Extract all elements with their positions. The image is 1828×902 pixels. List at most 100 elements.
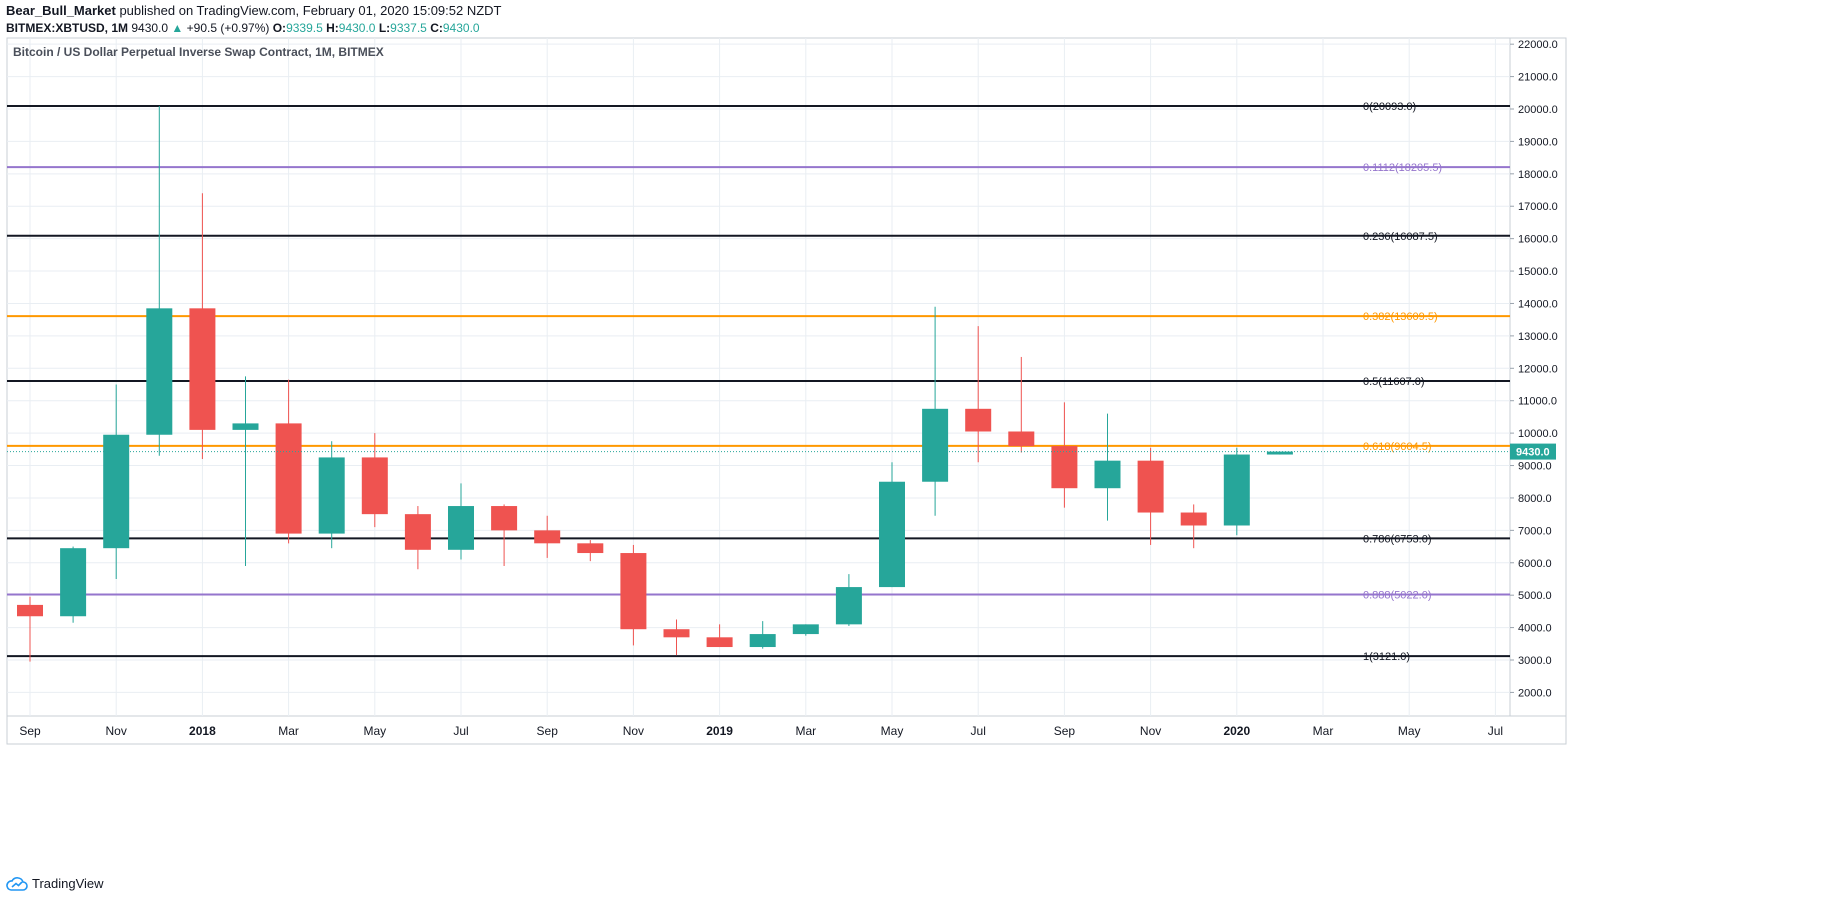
y-tick-label: 22000.0 — [1518, 39, 1558, 51]
fib-label: 1(3121.0) — [1363, 651, 1410, 663]
y-tick-label: 16000.0 — [1518, 234, 1558, 246]
y-tick-label: 17000.0 — [1518, 201, 1558, 213]
x-tick-label: Mar — [795, 724, 816, 738]
fib-label: 0.236(16087.5) — [1363, 231, 1438, 243]
last-price-label: 9430.0 — [1516, 447, 1550, 459]
candle-body — [60, 548, 87, 617]
candle-body — [922, 408, 949, 482]
y-tick-label: 15000.0 — [1518, 266, 1558, 278]
chart-title: Bitcoin / US Dollar Perpetual Inverse Sw… — [13, 45, 384, 59]
y-tick-label: 13000.0 — [1518, 331, 1558, 343]
x-tick-label: Sep — [537, 724, 559, 738]
candle-body — [1051, 446, 1078, 489]
x-tick-label: Jul — [971, 724, 986, 738]
high-label: H: — [326, 21, 339, 35]
symbol-label: BITMEX:XBTUSD, 1M — [6, 21, 129, 35]
publish-info: Bear_Bull_Market published on TradingVie… — [6, 3, 502, 18]
plot-area — [6, 37, 1511, 717]
author-name[interactable]: Bear_Bull_Market — [6, 3, 116, 18]
candle-body — [1008, 431, 1035, 447]
candle-body — [577, 543, 604, 554]
candle-body — [1137, 460, 1164, 513]
candle-body — [232, 423, 259, 430]
fib-label: 0.786(6753.0) — [1363, 533, 1432, 545]
y-tick-label: 7000.0 — [1518, 525, 1552, 537]
x-tick-label: Sep — [19, 724, 41, 738]
x-tick-label: May — [881, 724, 904, 738]
x-tick-label: Mar — [1313, 724, 1334, 738]
x-tick-label: 2019 — [706, 724, 733, 738]
x-tick-label: 2020 — [1223, 724, 1250, 738]
x-tick-label: Nov — [106, 724, 127, 738]
y-tick-label: 14000.0 — [1518, 298, 1558, 310]
candle-body — [146, 308, 173, 435]
y-tick-label: 3000.0 — [1518, 655, 1552, 667]
candle-body — [17, 604, 43, 617]
y-tick-label: 9000.0 — [1518, 461, 1552, 473]
candle-body — [491, 506, 518, 531]
fib-label: 0.382(13609.5) — [1363, 311, 1438, 323]
fib-label: 0.5(11607.0) — [1363, 376, 1425, 388]
candle-body — [1094, 460, 1121, 489]
fib-label: 0(20093.0) — [1363, 101, 1416, 113]
low-value: 9337.5 — [390, 21, 427, 35]
candle-body — [1223, 454, 1250, 526]
candle-body — [965, 408, 992, 432]
open-label: O: — [272, 21, 287, 35]
candle-body — [189, 308, 216, 430]
x-tick-label: Mar — [278, 724, 299, 738]
x-tick-label: Jul — [1488, 724, 1503, 738]
candle-body — [361, 457, 388, 515]
y-tick-label: 5000.0 — [1518, 590, 1552, 602]
candle-body — [448, 506, 474, 550]
y-tick-label: 19000.0 — [1518, 136, 1558, 148]
candle-body — [879, 481, 905, 588]
candle-body — [749, 634, 776, 648]
candle-body — [1180, 512, 1207, 526]
y-tick-label: 10000.0 — [1518, 428, 1558, 440]
published-text: published on TradingView.com, February 0… — [119, 3, 502, 18]
change-value: +90.5 (+0.97%) — [186, 21, 270, 35]
fib-label: 0.888(5022.0) — [1363, 589, 1432, 601]
y-tick-label: 12000.0 — [1518, 363, 1558, 375]
change-arrow-icon: ▲ — [171, 21, 184, 35]
fib-label: 0.618(9604.5) — [1363, 441, 1432, 453]
candle-body — [663, 629, 690, 638]
low-label: L: — [378, 21, 391, 35]
last-price: 9430.0 — [131, 21, 169, 35]
candle-body — [318, 457, 345, 534]
footer-brand[interactable]: TradingView — [6, 876, 104, 891]
last-price-badge — [1510, 443, 1556, 460]
price-axis — [1509, 37, 1567, 717]
candle-body — [404, 514, 431, 550]
y-tick-label: 18000.0 — [1518, 169, 1558, 181]
candle-body — [620, 553, 647, 630]
x-tick-label: Jul — [453, 724, 468, 738]
y-tick-label: 21000.0 — [1518, 72, 1558, 84]
candle-body — [792, 624, 819, 635]
candle-body — [534, 530, 561, 544]
x-tick-label: May — [1398, 724, 1421, 738]
brand-name: TradingView — [32, 876, 104, 891]
x-tick-label: May — [363, 724, 386, 738]
fib-label: 0.1112(18205.5) — [1363, 162, 1442, 174]
x-tick-label: Nov — [623, 724, 644, 738]
high-value: 9430.0 — [338, 21, 376, 35]
candle-body — [275, 423, 302, 534]
time-axis — [6, 715, 1567, 745]
candle-body — [103, 434, 130, 549]
close-label: C: — [430, 21, 443, 35]
y-tick-label: 11000.0 — [1518, 396, 1557, 408]
candle-body — [1266, 451, 1293, 455]
candle-body — [835, 587, 862, 625]
y-tick-label: 8000.0 — [1518, 493, 1552, 505]
x-tick-label: 2018 — [189, 724, 216, 738]
y-tick-label: 6000.0 — [1518, 558, 1552, 570]
y-tick-label: 2000.0 — [1518, 687, 1552, 699]
x-tick-label: Nov — [1140, 724, 1161, 738]
x-tick-label: Sep — [1054, 724, 1076, 738]
y-tick-label: 4000.0 — [1518, 623, 1552, 635]
y-tick-label: 20000.0 — [1518, 104, 1558, 116]
tradingview-cloud-icon — [6, 876, 28, 891]
